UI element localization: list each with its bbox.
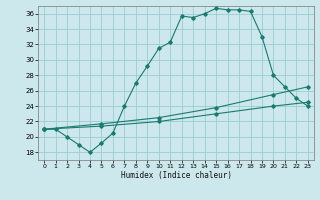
X-axis label: Humidex (Indice chaleur): Humidex (Indice chaleur) (121, 171, 231, 180)
